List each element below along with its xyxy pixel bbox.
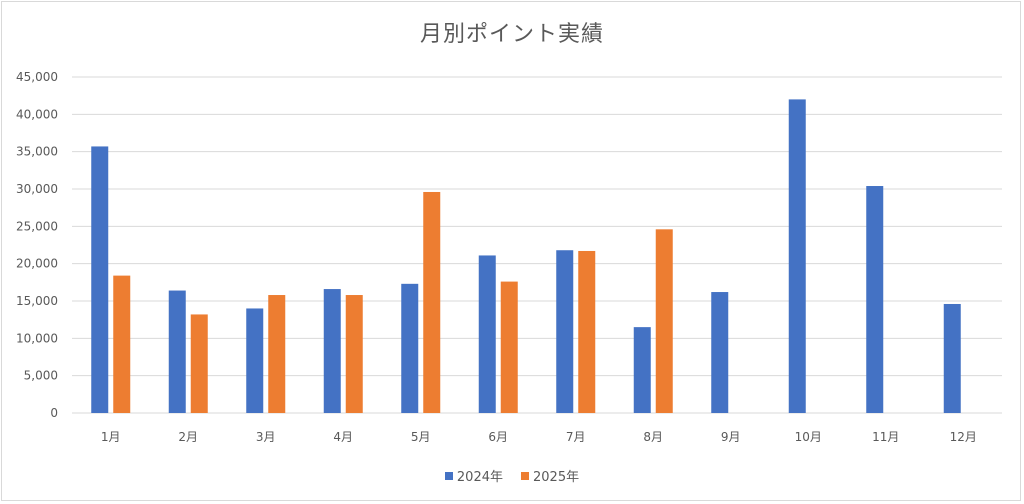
legend-label: 2025年 [533, 470, 580, 485]
y-tick-label: 0 [50, 406, 58, 420]
x-tick-label: 6月 [488, 430, 508, 444]
bar-series1 [401, 283, 419, 413]
bar-series1 [246, 308, 264, 413]
y-tick-label: 15,000 [16, 294, 58, 308]
x-tick-label: 1月 [101, 430, 121, 444]
bar-series1 [866, 186, 884, 413]
y-tick-label: 30,000 [16, 182, 58, 196]
bar-series1 [91, 146, 109, 413]
chart-legend: 2024年 2025年 [0, 466, 1024, 485]
x-tick-label: 3月 [256, 430, 276, 444]
bar-series1 [168, 290, 186, 413]
x-tick-label: 8月 [643, 430, 663, 444]
legend-swatch [444, 471, 453, 480]
legend-swatch [521, 471, 529, 480]
y-tick-label: 35,000 [16, 145, 58, 159]
bar-series1 [478, 255, 496, 413]
y-tick-label: 25,000 [16, 219, 58, 233]
bar-series2 [190, 314, 208, 413]
bar-series1 [633, 327, 651, 413]
chart-title: 月別ポイント実績 [419, 22, 604, 47]
y-tick-label: 5,000 [24, 369, 58, 383]
x-tick-label: 11月 [872, 430, 899, 444]
x-tick-label: 10月 [795, 430, 822, 444]
bar-series2 [268, 295, 286, 413]
y-tick-label: 20,000 [16, 257, 58, 271]
legend-label: 2024年 [456, 470, 503, 485]
y-tick-label: 10,000 [16, 331, 58, 345]
bar-series2 [423, 191, 441, 413]
bar-series1 [788, 99, 806, 414]
legend-item: 2025年 [521, 466, 579, 485]
x-tick-label: 12月 [950, 430, 977, 444]
x-tick-label: 2月 [178, 430, 198, 444]
x-tick-label: 4月 [333, 430, 353, 444]
bar-series2 [655, 229, 673, 413]
bar-series2 [578, 250, 596, 413]
x-tick-label: 7月 [566, 430, 586, 444]
legend-item: 2024年 [444, 466, 503, 485]
x-tick-label: 5月 [411, 430, 431, 444]
y-tick-label: 40,000 [16, 107, 58, 121]
bar-series2 [113, 275, 131, 413]
y-tick-label: 45,000 [16, 70, 58, 84]
bar-series2 [345, 295, 363, 413]
bar-series1 [323, 289, 341, 413]
bar-series1 [556, 250, 574, 413]
x-tick-label: 9月 [721, 430, 741, 444]
bar-series2 [500, 281, 518, 413]
bar-series1 [943, 303, 961, 413]
bar-series1 [711, 292, 729, 413]
